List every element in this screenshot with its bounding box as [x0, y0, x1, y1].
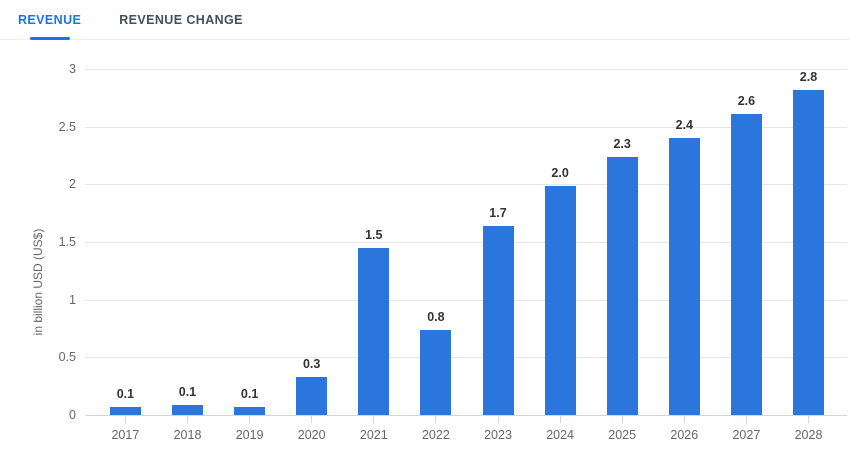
tab-revenue-change[interactable]: REVENUE CHANGE — [119, 0, 243, 39]
revenue-bar-chart: in billion USD (US$) 0 0.5 1 1.5 2 2.5 3 0.1 20… — [0, 40, 850, 449]
bar-value-label: 2.3 — [613, 136, 631, 151]
tab-revenue-label: REVENUE — [18, 12, 82, 27]
x-axis-tick — [311, 416, 313, 423]
x-category-label: 2021 — [359, 428, 388, 442]
x-category-label: 2017 — [111, 428, 140, 442]
x-category-label: 2018 — [173, 428, 202, 442]
x-axis-tick — [249, 416, 251, 423]
y-tick-label: 3 — [69, 62, 76, 77]
bar-value-label: 1.7 — [489, 205, 507, 220]
bar-value-label: 2.0 — [551, 165, 569, 180]
y-tick-label: 0 — [69, 408, 76, 422]
x-category-label: 2025 — [608, 428, 637, 442]
y-tick-label: 2.5 — [58, 119, 76, 134]
y-tick-label: 1 — [69, 292, 76, 307]
x-category-label: 2027 — [732, 428, 761, 442]
x-axis-tick — [373, 416, 375, 423]
x-category-label: 2028 — [794, 428, 823, 442]
bar-2020[interactable] — [296, 376, 328, 415]
bar-2028[interactable] — [793, 89, 824, 415]
x-axis-tick — [497, 416, 499, 423]
bar-value-label: 2.8 — [799, 69, 818, 84]
bar-2017[interactable] — [109, 406, 141, 415]
bar-value-label: 0.1 — [116, 386, 135, 401]
gridline-2 — [85, 184, 847, 186]
x-category-label: 2020 — [297, 428, 326, 442]
bar-2023[interactable] — [482, 225, 514, 415]
x-axis-tick — [808, 416, 809, 423]
x-axis-tick — [745, 416, 747, 423]
gridline-3 — [85, 69, 847, 71]
bar-2019[interactable] — [234, 406, 266, 415]
gridline-1.5 — [85, 242, 847, 244]
bar-value-label: 1.5 — [365, 227, 383, 242]
x-axis-tick — [559, 416, 561, 423]
gridline-2.5 — [85, 126, 847, 128]
x-axis-tick — [187, 416, 188, 423]
x-category-label: 2022 — [421, 428, 450, 442]
bar-value-label: 2.4 — [675, 118, 693, 133]
x-axis-line — [85, 415, 847, 416]
bar-value-label: 0.1 — [178, 384, 197, 399]
x-axis-tick — [683, 416, 685, 423]
x-axis-tick — [435, 416, 437, 423]
bar-2021[interactable] — [358, 247, 390, 415]
x-category-label: 2024 — [546, 428, 574, 442]
bar-2018[interactable] — [172, 404, 203, 415]
bar-2024[interactable] — [544, 185, 576, 415]
bar-2027[interactable] — [730, 114, 762, 415]
x-axis-tick — [124, 416, 126, 423]
bar-value-label: 0.3 — [302, 356, 321, 371]
y-tick-label: 1.5 — [58, 235, 76, 250]
y-tick-label: 0.5 — [58, 350, 76, 365]
x-category-label: 2023 — [484, 428, 512, 442]
bar-2025[interactable] — [606, 156, 638, 415]
gridline-0.5 — [85, 357, 847, 359]
x-axis-tick — [621, 416, 623, 423]
gridline-1 — [85, 299, 847, 301]
bar-value-label: 0.1 — [240, 386, 259, 401]
bar-2022[interactable] — [420, 329, 452, 415]
bar-value-label: 2.6 — [737, 94, 756, 109]
x-category-label: 2019 — [235, 428, 264, 442]
active-tab-underline — [29, 37, 70, 40]
x-category-label: 2026 — [670, 428, 699, 442]
bar-value-label: 0.8 — [427, 309, 445, 324]
bar-2026[interactable] — [668, 138, 700, 415]
tab-revenue[interactable]: REVENUE — [18, 0, 82, 40]
y-tick-label: 2 — [69, 177, 76, 192]
tab-revenue-change-label: REVENUE CHANGE — [119, 12, 243, 27]
tab-bar: REVENUE REVENUE CHANGE — [0, 0, 850, 40]
